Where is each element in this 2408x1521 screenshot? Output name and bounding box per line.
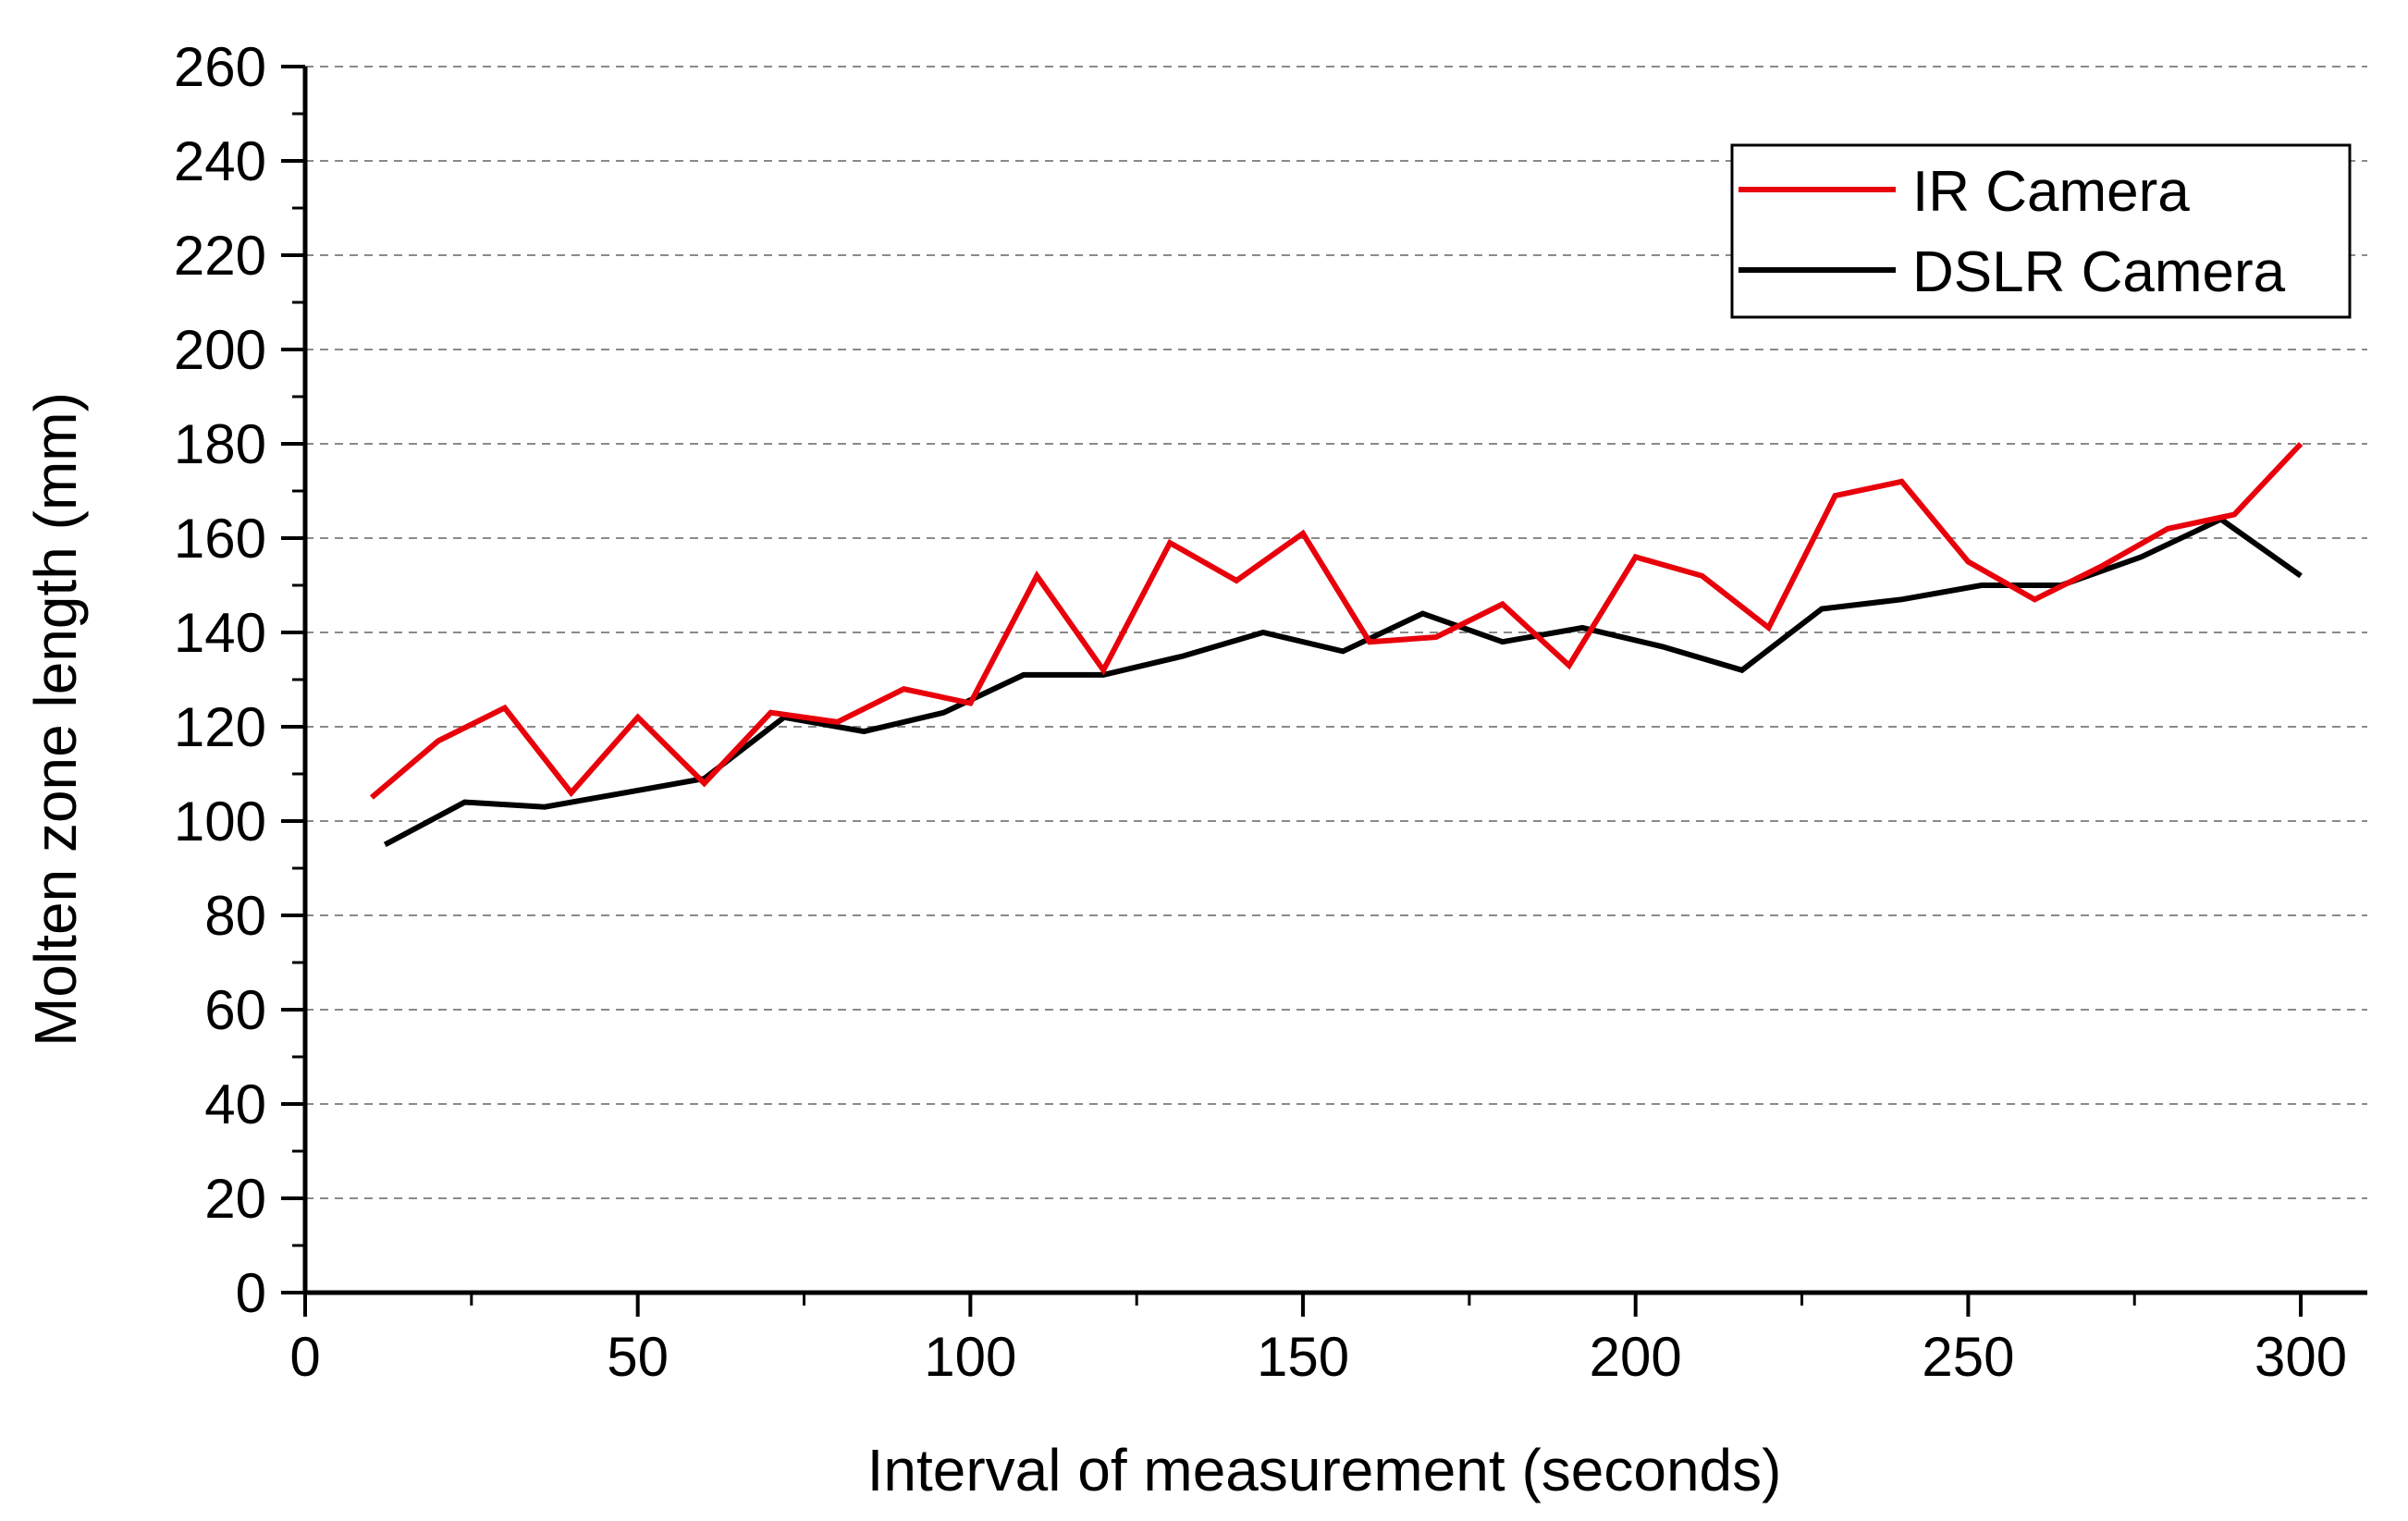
x-tick-label: 300 [2254, 1326, 2347, 1388]
y-tick-label: 220 [174, 225, 266, 287]
x-tick-label: 200 [1590, 1326, 1682, 1388]
y-tick-label: 100 [174, 791, 266, 852]
x-tick-label: 100 [924, 1326, 1016, 1388]
legend-label-ir-camera: IR Camera [1912, 160, 2190, 224]
series-line-dslr-camera [383, 516, 2303, 848]
y-tick-label: 60 [204, 979, 266, 1041]
y-tick-label: 200 [174, 319, 266, 381]
grid-lines [305, 66, 2367, 1199]
x-tick-label: 0 [289, 1326, 320, 1388]
y-tick-label: 260 [174, 36, 266, 98]
y-tick-label: 120 [174, 696, 266, 758]
series-lines [369, 441, 2304, 848]
y-tick-label: 140 [174, 602, 266, 664]
x-axis-title: Interval of measurement (seconds) [867, 1437, 1782, 1503]
x-tick-label: 50 [607, 1326, 669, 1388]
legend: IR Camera DSLR Camera [1730, 143, 2352, 319]
legend-label-dslr-camera: DSLR Camera [1912, 240, 2286, 304]
y-tick-label: 0 [236, 1262, 266, 1324]
y-tick-label: 40 [204, 1073, 266, 1135]
y-axis-title: Molten zone length (mm) [22, 392, 89, 1047]
y-tick-label: 240 [174, 130, 266, 192]
y-tick-label: 80 [204, 885, 266, 947]
series-line-ir-camera [369, 441, 2304, 800]
y-tick-label: 20 [204, 1168, 266, 1230]
x-tick-label: 250 [1922, 1326, 2014, 1388]
x-tick-label: 150 [1257, 1326, 1349, 1388]
tick-marks: 0 20 40 60 80 100 120 140 160 180 200 220 240 260 0 50 1… [174, 36, 2347, 1388]
legend-box [1730, 143, 2352, 319]
y-tick-label: 160 [174, 508, 266, 570]
y-tick-label: 180 [174, 413, 266, 475]
